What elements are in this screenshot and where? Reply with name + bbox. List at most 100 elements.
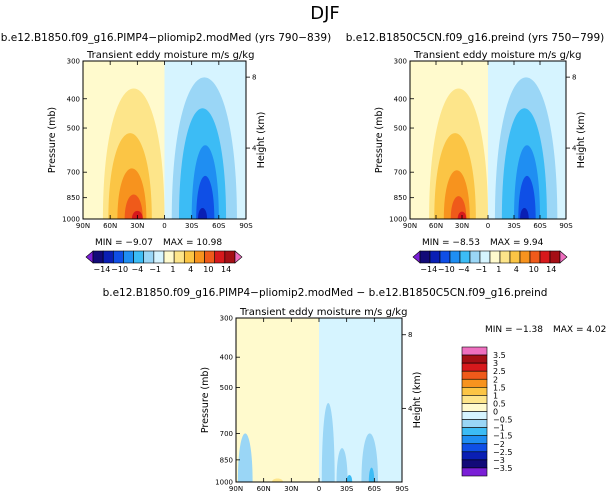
colorbar-swatch	[173, 250, 185, 264]
colorbar-label: −3	[493, 456, 505, 465]
x-tick-label: 90N	[76, 222, 90, 230]
right-run-title: b.e12.B1850C5CN.f09_g16.preind (yrs 750−…	[346, 32, 605, 44]
colorbar-swatch	[461, 411, 488, 420]
colorbar-label: −0.5	[493, 416, 512, 425]
colorbar-swatch	[214, 250, 226, 264]
colorbar-swatch	[461, 467, 488, 477]
panel-diff: 90N 60N 30N 0 30S 60S 90S 300 400 500 700 850 1000 8 4…	[200, 307, 606, 493]
y-tick-label: 1000	[62, 216, 80, 224]
colorbar-swatch	[529, 250, 541, 264]
colorbar-label: −2.5	[493, 448, 512, 457]
colorbar-swatch	[194, 250, 205, 264]
contour-feature	[271, 478, 284, 482]
colorbar-swatch	[461, 443, 488, 453]
colorbar-swatch	[461, 395, 488, 404]
panel-right: 90N 60N 30N 0 30S 60S 90S 300 400 500 700 850 1000 8 4…	[374, 50, 587, 248]
y-tick-label: 850	[67, 194, 80, 202]
colorbar-swatch	[479, 250, 491, 264]
contour-feature	[131, 210, 143, 219]
colorbar-swatch	[204, 250, 216, 264]
colorbar-swatch	[143, 250, 155, 264]
colorbar-swatch	[461, 427, 488, 436]
colorbar-label: −14	[420, 265, 437, 274]
y-tick-label: 500	[394, 125, 407, 133]
y-axis-label: Pressure (mb)	[200, 367, 211, 433]
contour-feature	[237, 433, 253, 482]
contour-feature	[198, 208, 208, 219]
x-tick-label: 60S	[212, 222, 226, 230]
left-run-title: b.e12.B1850.f09_g16.PIMP4−pliomip2.modMe…	[1, 32, 331, 44]
x-tick-label: 30N	[284, 485, 298, 493]
x-tick-label: 30N	[455, 222, 469, 230]
colorbar-swatch	[461, 362, 488, 372]
colorbar-triangle-right-icon	[559, 250, 568, 264]
y-tick-label: 300	[220, 315, 233, 323]
y2-tick-label: 4	[572, 145, 577, 153]
contour-feature	[361, 433, 379, 482]
colorbar-label: 10	[529, 265, 539, 274]
colorbar-label: −4	[131, 265, 143, 274]
colorbars-layer: −14 −10 −4 −1 1 4 10 14 −14 −10 −4 −1 1 4 10 143.532.52…	[85, 250, 568, 477]
colorbar-swatch	[519, 250, 531, 264]
y2-tick-label: 8	[408, 331, 412, 339]
y-tick-label: 700	[67, 169, 80, 177]
colorbar-label: −1	[493, 424, 505, 433]
y2-axis-label: Height (km)	[256, 112, 267, 169]
colorbar-swatch	[461, 419, 488, 428]
x-tick-label: 60S	[368, 485, 382, 493]
colorbar-label: 2.5	[493, 367, 506, 376]
y2-tick-label: 4	[408, 405, 413, 413]
colorbar-swatch	[112, 250, 124, 264]
colorbar-swatch	[133, 250, 145, 264]
y-tick-label: 400	[220, 354, 233, 362]
y-tick-label: 850	[394, 194, 407, 202]
colorbar-label: −3.5	[493, 464, 512, 473]
colorbar-triangle-right-icon	[234, 250, 243, 264]
colorbar-swatch	[123, 250, 134, 264]
colorbar-swatch	[489, 250, 501, 264]
colorbar-swatch	[102, 250, 114, 264]
contour-feature	[346, 475, 353, 482]
colorbar-label: 14	[546, 265, 556, 274]
contour-feature	[368, 467, 375, 482]
figure-title: DJF	[310, 3, 340, 24]
colorbar-label: 14	[221, 265, 231, 274]
colorbar-triangle-left-icon	[85, 250, 94, 264]
max-stat: MAX = 9.94	[490, 238, 544, 248]
y-tick-label: 500	[220, 384, 233, 392]
x-tick-label: 60N	[257, 485, 271, 493]
panel-subtitle: Transient eddy moisture m/s g/kg	[86, 50, 254, 61]
plot-area-right	[410, 61, 566, 219]
panel-subtitle: Transient eddy moisture m/s g/kg	[413, 50, 581, 61]
colorbar-swatch	[461, 387, 488, 396]
plot-area-diff	[236, 318, 402, 482]
y2-axis-label: Height (km)	[576, 112, 587, 169]
x-tick-label: 90N	[229, 485, 243, 493]
colorbar-label: 2	[493, 375, 498, 384]
contour-feature	[336, 448, 348, 482]
colorbar-label: 1.5	[493, 383, 506, 392]
colorbar-swatch	[461, 346, 488, 356]
colorbar-swatch	[153, 250, 165, 264]
contour-feature	[518, 175, 536, 219]
y2-axis-label: Height (km)	[412, 372, 423, 429]
colorbar-swatch	[461, 451, 488, 461]
colorbar-swatch	[459, 250, 471, 264]
colorbar-label: 0	[493, 408, 498, 417]
colorbar-label: −1	[149, 265, 161, 274]
colorbar-label: −14	[93, 265, 110, 274]
colorbar-swatch	[461, 354, 488, 364]
colorbar-label: −1.5	[493, 432, 512, 441]
y-axis-label: Pressure (mb)	[374, 107, 385, 173]
y-tick-label: 700	[394, 169, 407, 177]
colorbar-swatch	[549, 250, 561, 264]
x-tick-label: 30N	[130, 222, 144, 230]
colorbar-label: −1	[475, 265, 487, 274]
colorbar-swatch	[461, 435, 488, 445]
colorbar-label: −10	[111, 265, 128, 274]
plot-area-left	[83, 61, 246, 219]
colorbar-label: −10	[438, 265, 455, 274]
y-axis-label: Pressure (mb)	[47, 107, 58, 173]
colorbar-swatch	[461, 378, 488, 388]
